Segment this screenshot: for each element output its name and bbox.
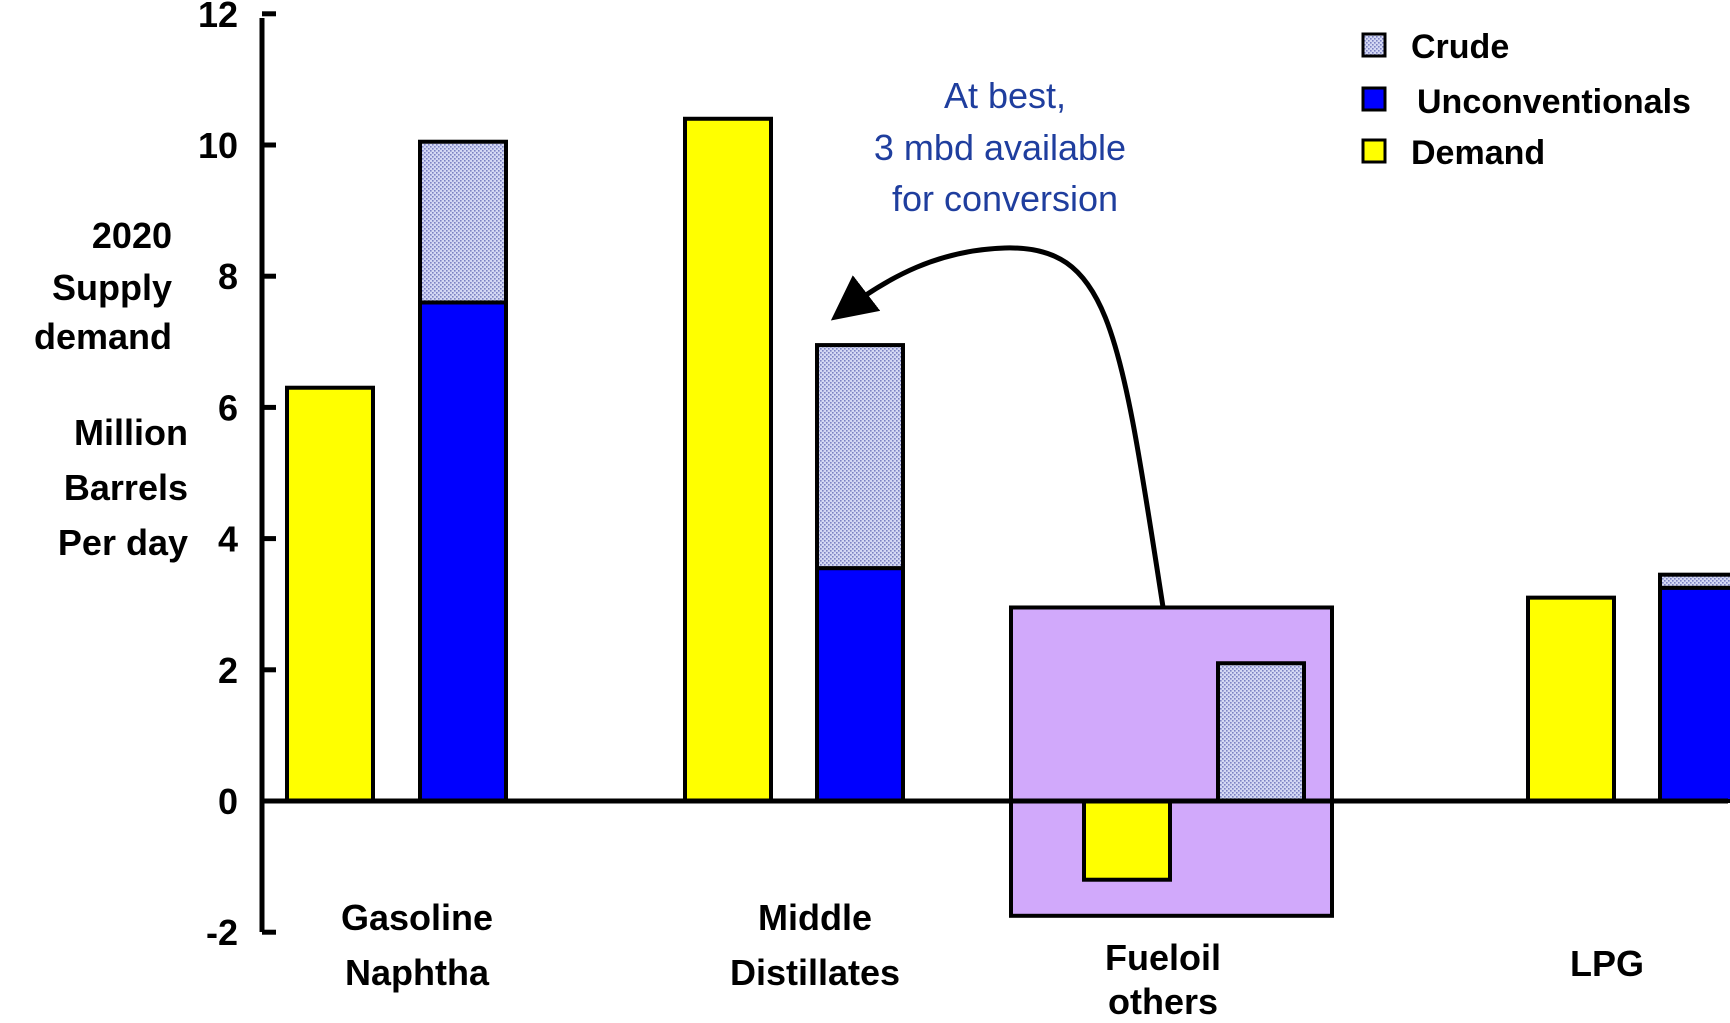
y-tick-label-4: 4	[218, 519, 238, 560]
bar-demand-3	[1526, 595, 1616, 804]
y-tick-label-0: 12	[198, 0, 238, 35]
legend-swatch-demand	[1361, 138, 1387, 164]
y-tick-label-6: 0	[218, 781, 238, 822]
annotation-line-1: At best,	[944, 75, 1066, 116]
bar-unconventionals-0	[418, 300, 508, 803]
legend-label-demand: Demand	[1411, 134, 1545, 172]
y-tick-label-5: 2	[218, 650, 238, 691]
bar-crude-0	[418, 139, 508, 305]
y-tick-label-1: 10	[198, 125, 238, 166]
category-label-middle-line-2: Distillates	[730, 952, 900, 993]
y-tick-label-7: -2	[206, 912, 238, 953]
bar-demand-2	[1082, 799, 1172, 882]
category-label-gasoline-line-1: Gasoline	[341, 897, 493, 938]
category-label-middle-line-1: Middle	[758, 897, 872, 938]
category-label-lpg: LPG	[1570, 943, 1644, 984]
annotation-arrow	[830, 245, 1166, 608]
annotation-line-3: for conversion	[892, 178, 1118, 219]
legend-label-crude: Crude	[1411, 28, 1509, 66]
y-tick-label-2: 8	[218, 256, 238, 297]
bar-demand-0	[285, 385, 375, 803]
bar-crude-1	[815, 343, 905, 571]
category-label-gasoline-line-2: Naphtha	[345, 952, 490, 993]
y-axis-label-line-2: Supply	[52, 267, 172, 308]
y-axis-units-line-1: Million	[74, 412, 188, 453]
bar-demand-1	[683, 116, 773, 803]
bar-crude-3	[1658, 572, 1730, 590]
category-label-fueloil-line-1: Fueloil	[1105, 937, 1221, 978]
y-axis-units-line-2: Barrels	[64, 467, 188, 508]
legend-label-unconventionals: Unconventionals	[1417, 83, 1691, 121]
y-axis-label-line-1: 2020	[92, 215, 172, 256]
legend-swatch-unconventionals	[1361, 86, 1387, 112]
legend-swatch-crude	[1361, 32, 1387, 58]
annotation-line-2: 3 mbd available	[874, 127, 1126, 168]
bar-crude-2	[1216, 661, 1306, 803]
category-label-fueloil-line-2: others	[1108, 981, 1218, 1018]
y-axis-units-line-3: Per day	[58, 522, 188, 563]
bar-unconventionals-1	[815, 566, 905, 803]
y-axis-label-line-3: demand	[34, 316, 172, 357]
bar-unconventionals-3	[1658, 585, 1730, 803]
y-tick-label-3: 6	[218, 387, 238, 428]
